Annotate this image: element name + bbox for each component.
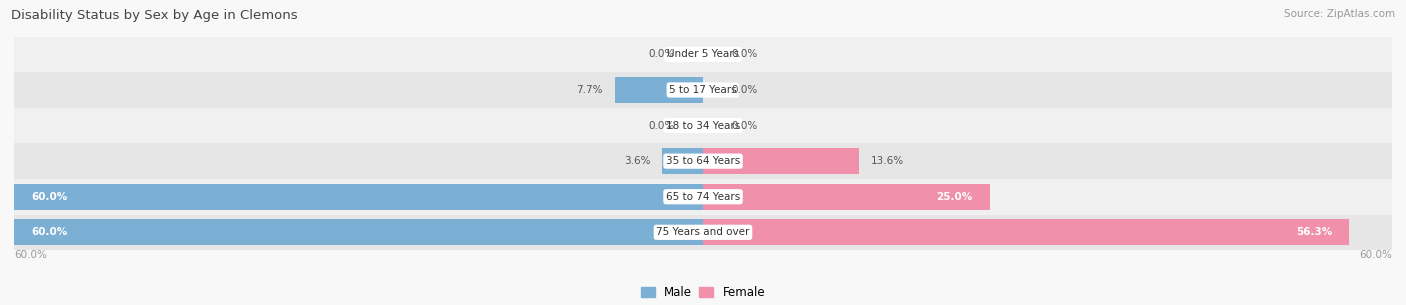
Text: 60.0%: 60.0% bbox=[31, 227, 67, 237]
Text: 7.7%: 7.7% bbox=[576, 85, 603, 95]
Text: Disability Status by Sex by Age in Clemons: Disability Status by Sex by Age in Clemo… bbox=[11, 9, 298, 22]
Text: 65 to 74 Years: 65 to 74 Years bbox=[666, 192, 740, 202]
Text: 0.0%: 0.0% bbox=[731, 85, 758, 95]
Bar bbox=[14, 108, 1392, 143]
Text: 5 to 17 Years: 5 to 17 Years bbox=[669, 85, 737, 95]
Text: 35 to 64 Years: 35 to 64 Years bbox=[666, 156, 740, 166]
Legend: Male, Female: Male, Female bbox=[636, 282, 770, 304]
Bar bbox=[614, 77, 703, 103]
Text: 60.0%: 60.0% bbox=[14, 250, 46, 260]
Bar bbox=[14, 220, 703, 245]
Text: 25.0%: 25.0% bbox=[936, 192, 973, 202]
Bar bbox=[703, 220, 1350, 245]
Bar bbox=[14, 214, 1392, 250]
Text: 0.0%: 0.0% bbox=[648, 120, 675, 131]
Text: 13.6%: 13.6% bbox=[870, 156, 904, 166]
Bar bbox=[662, 148, 703, 174]
Bar bbox=[14, 37, 1392, 72]
Text: 3.6%: 3.6% bbox=[624, 156, 650, 166]
Bar bbox=[703, 184, 990, 210]
Text: Source: ZipAtlas.com: Source: ZipAtlas.com bbox=[1284, 9, 1395, 19]
Bar bbox=[14, 143, 1392, 179]
Bar bbox=[14, 72, 1392, 108]
Bar bbox=[14, 184, 703, 210]
Text: 0.0%: 0.0% bbox=[731, 49, 758, 59]
Bar bbox=[14, 179, 1392, 214]
Text: Under 5 Years: Under 5 Years bbox=[666, 49, 740, 59]
Text: 60.0%: 60.0% bbox=[31, 192, 67, 202]
Bar bbox=[703, 148, 859, 174]
Text: 56.3%: 56.3% bbox=[1296, 227, 1333, 237]
Text: 75 Years and over: 75 Years and over bbox=[657, 227, 749, 237]
Text: 0.0%: 0.0% bbox=[731, 120, 758, 131]
Text: 60.0%: 60.0% bbox=[1360, 250, 1392, 260]
Text: 18 to 34 Years: 18 to 34 Years bbox=[666, 120, 740, 131]
Text: 0.0%: 0.0% bbox=[648, 49, 675, 59]
